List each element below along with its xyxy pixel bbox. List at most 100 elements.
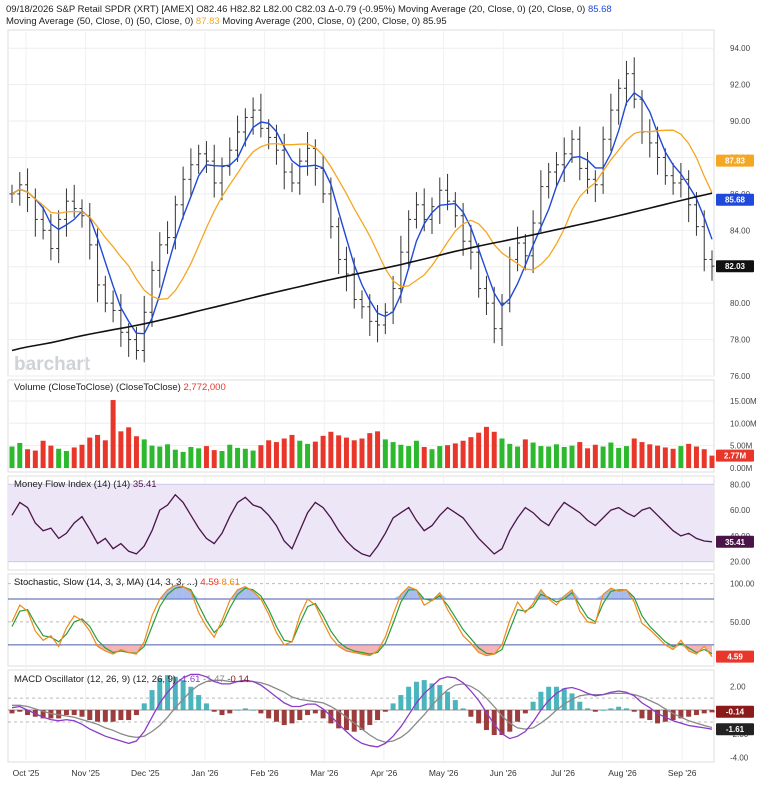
x-tick-label: Jan '26 — [191, 768, 218, 778]
volume-bar — [25, 449, 31, 468]
volume-bar — [56, 448, 62, 468]
volume-bar — [639, 442, 645, 468]
macd-histogram-bar — [616, 706, 622, 711]
macd-histogram-bar — [227, 710, 233, 714]
macd-histogram-bar — [483, 710, 489, 731]
x-tick-label: Dec '25 — [131, 768, 160, 778]
macd-histogram-bar — [95, 710, 101, 722]
volume-bar — [616, 447, 622, 468]
volume-bar — [600, 446, 606, 468]
volume-bar — [476, 432, 482, 468]
price-tick-label: 80.00 — [730, 299, 751, 308]
x-tick-label: Jul '26 — [551, 768, 576, 778]
volume-bar — [678, 446, 684, 468]
macd-histogram-bar — [25, 710, 31, 716]
macd-histogram-bar — [273, 710, 279, 722]
macd-histogram-bar — [172, 676, 178, 711]
volume-bar — [413, 440, 419, 468]
volume-bar — [312, 441, 318, 468]
macd-histogram-bar — [196, 695, 202, 711]
stochastic-overbought-fill — [603, 588, 611, 599]
macd-hist-badge: -0.14 — [726, 708, 745, 717]
stochastic-tick-label: 100.00 — [730, 580, 755, 589]
macd-histogram-bar — [686, 710, 692, 717]
macd-histogram-bar — [188, 686, 194, 711]
volume-bar — [452, 443, 458, 468]
volume-title: Volume (CloseToClose) (CloseToClose) 2,7… — [14, 382, 226, 393]
stochastic-overbought-fill — [400, 586, 409, 599]
volume-bar — [273, 442, 279, 468]
macd-histogram-bar — [577, 701, 583, 711]
volume-bar — [623, 446, 629, 468]
volume-bar — [460, 440, 466, 468]
x-tick-label: Aug '26 — [608, 768, 637, 778]
x-tick-label: Apr '26 — [371, 768, 398, 778]
price-tick-label: 84.00 — [730, 226, 751, 235]
macd-histogram-bar — [670, 710, 676, 721]
volume-bar — [172, 449, 178, 468]
volume-bar — [118, 431, 124, 468]
volume-bar — [180, 451, 186, 468]
macd-histogram-bar — [398, 695, 404, 711]
stochastic-title: Stochastic, Slow (14, 3, 3, MA) (14, 3, … — [14, 577, 240, 588]
header-line-1: 09/18/2026 S&P Retail SPDR (XRT) [AMEX] … — [6, 4, 612, 15]
volume-bar — [40, 440, 46, 468]
stochastic-k-line — [11, 584, 713, 658]
x-tick-label: Oct '25 — [13, 768, 40, 778]
macd-tick-label: -4.00 — [730, 754, 749, 763]
macd-series — [9, 673, 715, 748]
volume-bar — [522, 439, 528, 468]
barchart-logo: barchart — [14, 354, 91, 375]
volume-bar — [211, 450, 217, 468]
stochastic-oversold-fill — [369, 644, 378, 656]
volume-bar — [655, 445, 661, 468]
macd-histogram-bar — [235, 710, 241, 711]
macd-histogram-bar — [9, 710, 15, 714]
stochastic-overbought-fill — [595, 594, 604, 599]
volume-bar — [336, 435, 342, 468]
volume-bar — [367, 433, 373, 468]
volume-bar — [569, 445, 575, 468]
macd-histogram-bar — [359, 710, 365, 731]
macd-histogram-bar — [413, 681, 419, 711]
macd-histogram-bar — [305, 710, 311, 716]
volume-bar — [102, 440, 108, 468]
stochastic-oversold-fill — [120, 644, 129, 653]
macd-histogram-bar — [538, 691, 544, 711]
macd-histogram-bar — [452, 700, 458, 711]
volume-tick-label: 15.00M — [730, 397, 757, 406]
volume-bar — [227, 444, 233, 468]
volume-bar — [343, 437, 349, 468]
volume-bar — [320, 435, 326, 468]
mfi-band — [8, 484, 714, 562]
stochastic-overbought-fill — [175, 585, 184, 599]
stochastic-badge-bg — [716, 650, 754, 663]
macd-histogram-bar — [17, 710, 23, 712]
macd-histogram-bar — [507, 710, 513, 732]
volume-bar — [9, 446, 15, 468]
macd-tick-label: 2.00 — [730, 682, 746, 691]
macd-histogram-bar — [546, 686, 552, 711]
volume-bar — [235, 447, 241, 468]
ma200-line — [11, 192, 713, 352]
macd-histogram-bar — [157, 678, 163, 711]
ma50-badge-bg — [716, 154, 754, 167]
macd-histogram-bar — [406, 686, 412, 711]
macd-histogram-bar — [678, 710, 684, 719]
macd-histogram-bar — [662, 710, 668, 722]
stochastic-series — [11, 584, 713, 658]
volume-bar — [577, 442, 583, 468]
stochastic-oversold-fill — [89, 644, 98, 647]
volume-bar — [71, 447, 77, 468]
macd-histogram-bar — [250, 710, 256, 711]
volume-bar — [670, 448, 676, 468]
macd-histogram-bar — [79, 710, 85, 717]
volume-bar — [63, 451, 69, 468]
macd-value-badge: -1.61 — [726, 725, 745, 734]
price-series — [9, 57, 715, 363]
macd-histogram-bar — [522, 710, 528, 714]
ma50-line — [11, 129, 713, 300]
volume-badge: 2.77M — [724, 452, 747, 461]
volume-bar — [95, 434, 101, 468]
